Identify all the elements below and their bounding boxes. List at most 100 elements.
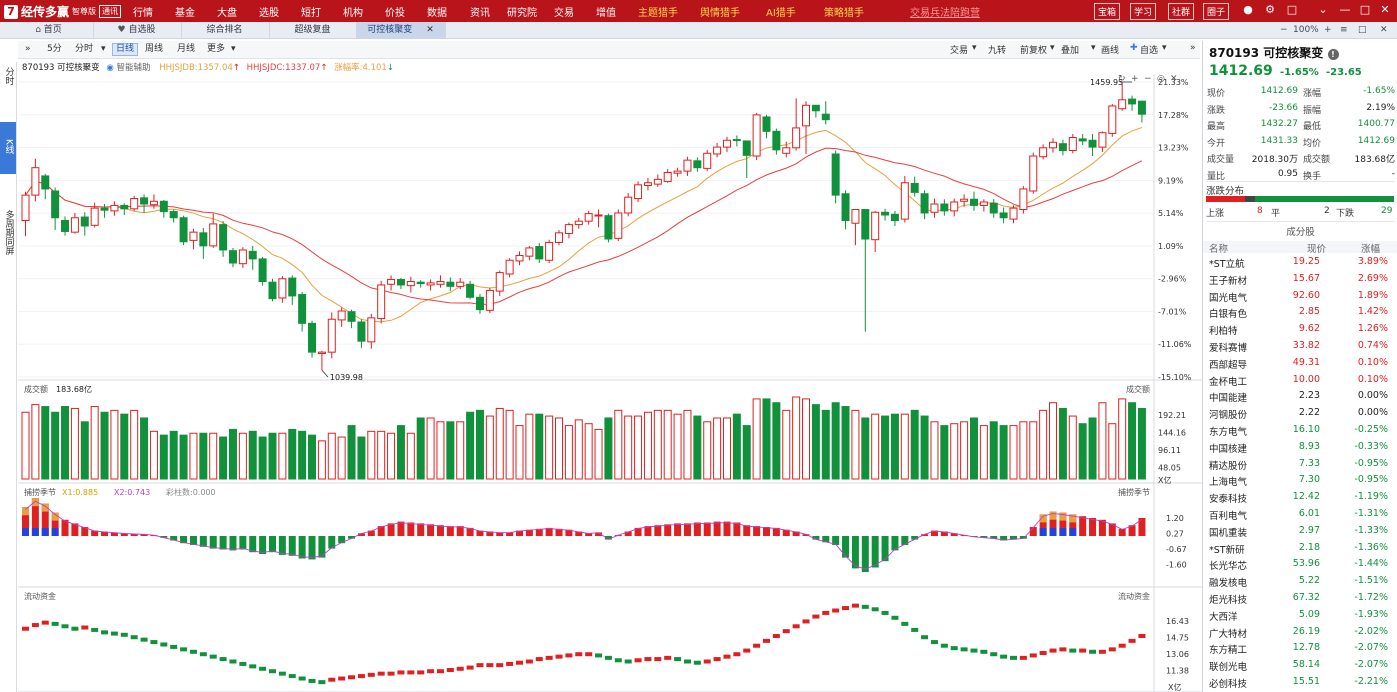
tab-close-icon[interactable]: ✕ [426, 25, 434, 35]
member-row[interactable]: 白银有色 2.85 1.42% [1203, 306, 1397, 320]
period-3[interactable]: 周线 [145, 44, 164, 54]
member-row[interactable]: 炬光科技 67.32 -1.72% [1203, 592, 1397, 606]
tab-1[interactable]: ♥ 自选股 [92, 22, 182, 39]
period-1[interactable]: 分时 [75, 44, 94, 54]
toolbar-right-4[interactable]: 画线 [1101, 46, 1120, 56]
top-button[interactable]: 圈子 [1203, 3, 1230, 20]
menu-item[interactable]: 主题猎手 [638, 8, 678, 19]
member-row[interactable]: 广大特材 26.19 -2.02% [1203, 626, 1397, 640]
info-icon[interactable]: ! [1327, 49, 1339, 60]
zoom-out-icon[interactable]: − [1280, 25, 1288, 35]
menu-item[interactable]: 机构 [343, 8, 363, 19]
chart-control-icon[interactable]: − [1144, 74, 1152, 84]
assist-icon[interactable]: ◉ [106, 63, 114, 73]
member-row[interactable]: 长光华芯 53.96 -1.44% [1203, 558, 1397, 572]
member-row[interactable]: *ST立航 19.25 3.89% [1203, 256, 1397, 270]
member-row[interactable]: *ST新研 2.18 -1.36% [1203, 542, 1397, 556]
member-row[interactable]: 西部超导 49.31 0.10% [1203, 357, 1397, 371]
top-button[interactable]: 宝箱 [1094, 3, 1121, 20]
toolbar-right-0[interactable]: 交易 [950, 46, 969, 56]
menu-item[interactable]: 短打 [301, 8, 321, 19]
menu-item[interactable]: 策略猎手 [824, 8, 864, 19]
menu-item[interactable]: 增值 [596, 8, 616, 19]
menu-item[interactable]: 研究院 [507, 8, 537, 19]
member-row[interactable]: 联创光电 58.14 -2.07% [1203, 659, 1397, 673]
member-name: 白银有色 [1209, 309, 1248, 321]
member-row[interactable]: 百利电气 6.01 -1.31% [1203, 508, 1397, 522]
period-0[interactable]: 5分 [47, 44, 62, 54]
expand-icon[interactable]: » [1190, 43, 1196, 53]
gear-icon[interactable]: ⚙ [1265, 3, 1275, 16]
chart-control-icon[interactable]: + [1131, 74, 1139, 84]
collapse-icon[interactable]: » [25, 44, 31, 54]
member-row[interactable]: 中国能建 2.23 0.00% [1203, 390, 1397, 404]
menu-item[interactable]: 基金 [175, 8, 195, 19]
member-row[interactable]: 金杯电工 10.00 0.10% [1203, 374, 1397, 388]
member-row[interactable]: 河钢股份 2.22 0.00% [1203, 407, 1397, 421]
menu-item[interactable]: 选股 [259, 8, 279, 19]
member-row[interactable]: 国机重装 2.97 -1.33% [1203, 525, 1397, 539]
menu-item[interactable]: 大盘 [217, 8, 237, 19]
col-price-header[interactable]: 现价 [1307, 244, 1327, 255]
top-button[interactable]: 社群 [1168, 3, 1195, 20]
minimize-icon[interactable]: — [1339, 3, 1351, 16]
left-tab-fenshi[interactable]: 分时 [0, 64, 16, 104]
top-button[interactable]: 学习 [1130, 3, 1157, 20]
toolbar-right-5[interactable]: 自选 [1140, 46, 1159, 56]
member-row[interactable]: 必创科技 15.51 -2.21% [1203, 676, 1397, 690]
member-row[interactable]: 王子新材 15.67 2.69% [1203, 273, 1397, 287]
user-icon[interactable]: ● [1243, 3, 1253, 16]
volume-bar [179, 434, 188, 480]
tab-2[interactable]: 综合排名 [180, 22, 270, 39]
member-row[interactable]: 大西洋 5.09 -1.93% [1203, 609, 1397, 623]
assist-label[interactable]: 智能辅助 [116, 63, 151, 73]
chart-control-icon[interactable]: ✕ [1170, 74, 1178, 84]
toolbar-right-2[interactable]: 前复权 [1020, 46, 1048, 56]
member-row[interactable]: 国光电气 92.60 1.89% [1203, 290, 1397, 304]
menu-item[interactable]: 行情 [133, 8, 153, 19]
chevron-down-icon[interactable]: ⌄ [1318, 3, 1328, 16]
period-2[interactable]: 日线 [112, 43, 139, 56]
menu-item[interactable]: 舆情猎手 [700, 8, 740, 19]
tab-3[interactable]: 超级复盘 [268, 22, 358, 39]
menu-item[interactable]: 数据 [427, 8, 447, 19]
col-name-header[interactable]: 名称 [1209, 244, 1229, 255]
tab-close-icon[interactable]: ✕ [1380, 25, 1388, 35]
col-change-header[interactable]: 涨幅 [1361, 244, 1381, 255]
member-row[interactable]: 中国核建 8.93 -0.33% [1203, 441, 1397, 455]
member-row[interactable]: 精达股份 7.33 -0.95% [1203, 458, 1397, 472]
left-tab-multi[interactable]: 多周期同屏 [0, 207, 16, 279]
toolbar-right-1[interactable]: 九转 [988, 46, 1007, 56]
tab-menu-icon[interactable]: ≡ [1340, 25, 1348, 35]
member-row[interactable]: 利柏特 9.62 1.26% [1203, 323, 1397, 337]
left-tab-kline[interactable]: K线 [0, 122, 16, 174]
member-row[interactable]: 爱科赛博 33.82 0.74% [1203, 340, 1397, 354]
maximize-icon[interactable]: □ [1359, 3, 1371, 16]
app-logo[interactable]: 7 经传多赢 智尊版 通讯 [4, 3, 122, 20]
tab-4[interactable]: 可控核聚变 ✕ [356, 22, 446, 39]
volume-bar [100, 411, 109, 480]
chart-control-icon[interactable]: ◎ [1157, 74, 1165, 84]
volume-bar [140, 417, 149, 480]
period-4[interactable]: 月线 [177, 44, 196, 54]
chart-area[interactable]: 21.33% 17.28% 13.23% 9.19% 5.14% 1.09% -2.96% -… [18, 74, 1202, 692]
menu-item[interactable]: 交易 [554, 8, 574, 19]
menu-item[interactable]: 资讯 [470, 8, 490, 19]
app-name: 经传多赢 [21, 5, 70, 19]
restore-icon[interactable]: □ [1358, 25, 1367, 35]
toolbar-right-3[interactable]: 叠加 [1061, 46, 1080, 56]
member-row[interactable]: 东方电气 16.10 -0.25% [1203, 424, 1397, 438]
menu-item[interactable]: 价投 [385, 8, 405, 19]
period-5[interactable]: 更多 [207, 44, 226, 54]
member-row[interactable]: 上海电气 7.30 -0.95% [1203, 474, 1397, 488]
member-row[interactable]: 东方精工 12.78 -2.07% [1203, 642, 1397, 656]
window-icon[interactable]: □ [1286, 3, 1298, 16]
close-icon[interactable]: ✕ [1380, 3, 1390, 16]
promo-link[interactable]: 交易兵法陪跑营 [910, 8, 980, 19]
member-row[interactable]: 融发核电 5.22 -1.51% [1203, 575, 1397, 589]
chart-control-icon[interactable]: ↻ [1118, 74, 1126, 84]
menu-item[interactable]: AI猎手 [766, 8, 796, 19]
member-row[interactable]: 安泰科技 12.42 -1.19% [1203, 491, 1397, 505]
zoom-in-icon[interactable]: + [1324, 25, 1332, 35]
tab-0[interactable]: ⌂ 首页 [4, 22, 94, 39]
